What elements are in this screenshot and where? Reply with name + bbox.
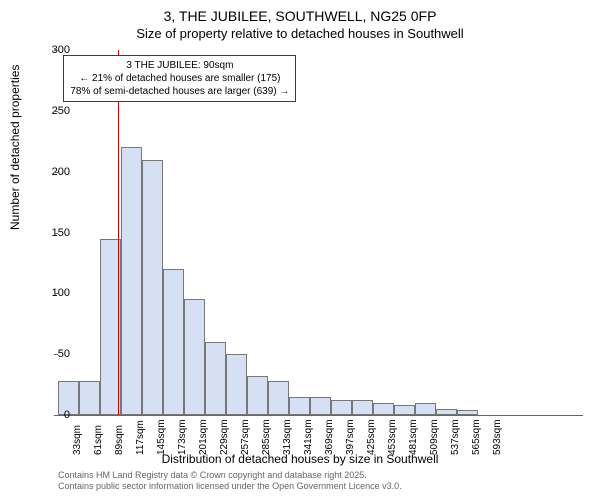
x-tick-label: 145sqm xyxy=(156,419,167,455)
y-tick-label: 50 xyxy=(30,348,70,360)
x-tick-label: 173sqm xyxy=(177,419,188,455)
histogram-bar xyxy=(394,405,415,415)
x-tick-label: 425sqm xyxy=(366,419,377,455)
x-tick-label: 453sqm xyxy=(387,419,398,455)
histogram-bar xyxy=(415,403,436,415)
attribution-text: Contains HM Land Registry data © Crown c… xyxy=(58,470,402,492)
x-tick-label: 257sqm xyxy=(240,419,251,455)
chart-subtitle: Size of property relative to detached ho… xyxy=(0,24,600,41)
histogram-bar xyxy=(205,342,226,415)
histogram-bar xyxy=(457,410,478,415)
histogram-bar xyxy=(436,409,457,415)
chart-container: 3, THE JUBILEE, SOUTHWELL, NG25 0FP Size… xyxy=(0,0,600,500)
x-tick-label: 593sqm xyxy=(492,419,503,455)
annotation-line1: 3 THE JUBILEE: 90sqm xyxy=(70,59,289,72)
x-tick-label: 397sqm xyxy=(345,419,356,455)
histogram-bar xyxy=(79,381,100,415)
histogram-bar xyxy=(226,354,247,415)
histogram-bar xyxy=(121,147,142,415)
x-tick-label: 117sqm xyxy=(135,420,146,455)
y-axis-label: Number of detached properties xyxy=(8,65,22,230)
histogram-bar xyxy=(373,403,394,415)
attribution-line1: Contains HM Land Registry data © Crown c… xyxy=(58,470,402,481)
y-tick-mark xyxy=(54,111,58,112)
x-tick-label: 229sqm xyxy=(219,419,230,455)
annotation-box: 3 THE JUBILEE: 90sqm← 21% of detached ho… xyxy=(63,55,296,102)
histogram-bar xyxy=(310,397,331,415)
y-tick-mark xyxy=(54,293,58,294)
x-tick-label: 89sqm xyxy=(114,425,125,455)
histogram-bar xyxy=(268,381,289,415)
y-tick-label: 100 xyxy=(30,287,70,299)
y-tick-mark xyxy=(54,172,58,173)
y-tick-label: 200 xyxy=(30,166,70,178)
y-tick-label: 150 xyxy=(30,227,70,239)
histogram-bar xyxy=(331,400,352,415)
y-tick-mark xyxy=(54,415,58,416)
annotation-line3: 78% of semi-detached houses are larger (… xyxy=(70,85,289,98)
y-tick-mark xyxy=(54,50,58,51)
x-tick-label: 565sqm xyxy=(471,419,482,455)
plot-area: 3 THE JUBILEE: 90sqm← 21% of detached ho… xyxy=(58,50,583,416)
x-tick-label: 61sqm xyxy=(93,425,104,455)
y-tick-mark xyxy=(54,354,58,355)
attribution-line2: Contains public sector information licen… xyxy=(58,481,402,492)
histogram-bar xyxy=(184,299,205,415)
histogram-bar xyxy=(163,269,184,415)
reference-line xyxy=(118,50,119,415)
x-axis-label: Distribution of detached houses by size … xyxy=(0,452,600,466)
y-tick-mark xyxy=(54,233,58,234)
x-tick-label: 201sqm xyxy=(198,419,209,455)
histogram-bar xyxy=(352,400,373,415)
chart-title: 3, THE JUBILEE, SOUTHWELL, NG25 0FP xyxy=(0,0,600,24)
y-tick-label: 250 xyxy=(30,105,70,117)
x-tick-label: 313sqm xyxy=(282,419,293,455)
x-tick-label: 285sqm xyxy=(261,419,272,455)
x-tick-label: 341sqm xyxy=(303,419,314,455)
y-tick-label: 0 xyxy=(30,409,70,421)
histogram-bar xyxy=(289,397,310,415)
x-tick-label: 509sqm xyxy=(429,419,440,455)
histogram-bar xyxy=(247,376,268,415)
histogram-bar xyxy=(142,160,163,416)
x-tick-label: 369sqm xyxy=(324,419,335,455)
x-tick-label: 537sqm xyxy=(450,419,461,455)
x-tick-label: 481sqm xyxy=(408,419,419,455)
annotation-line2: ← 21% of detached houses are smaller (17… xyxy=(70,72,289,85)
x-tick-label: 33sqm xyxy=(72,425,83,455)
